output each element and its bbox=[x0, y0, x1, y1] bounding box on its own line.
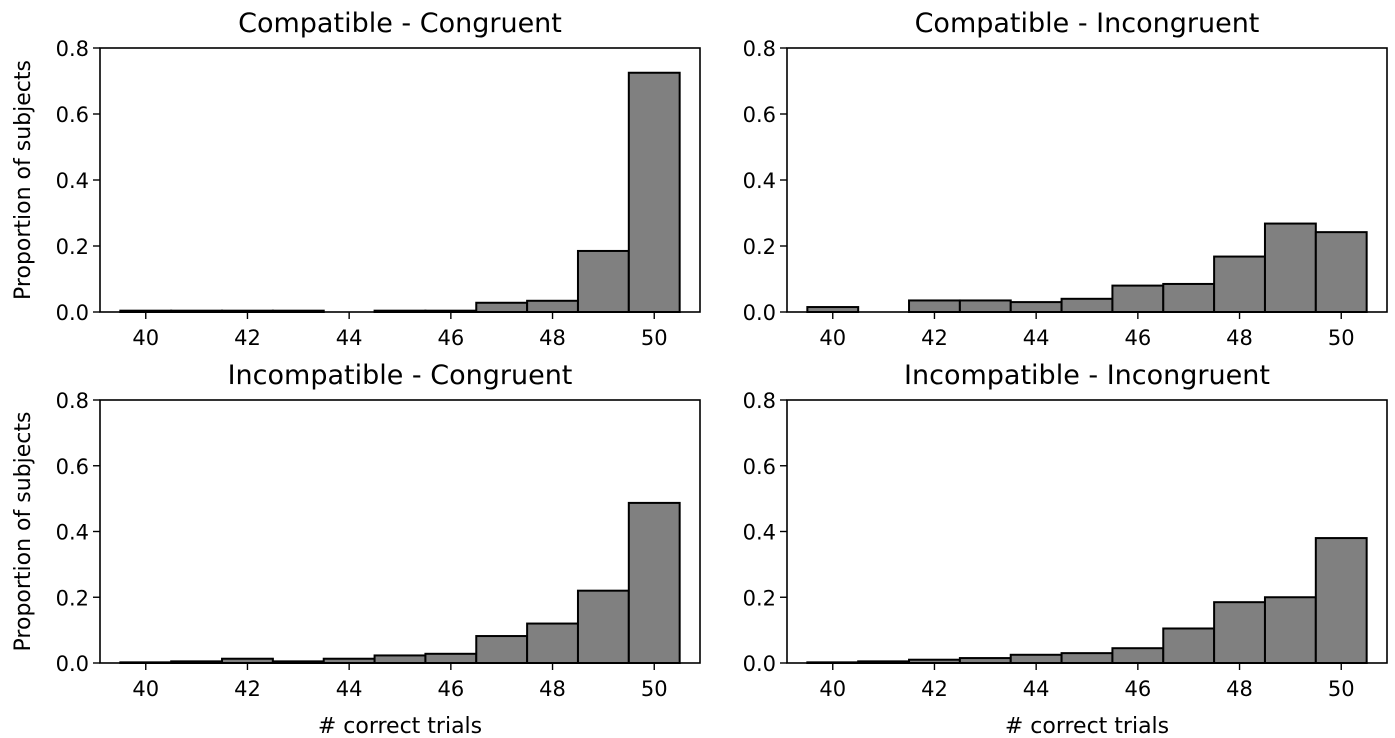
y-tick-label: 0.6 bbox=[56, 455, 89, 479]
bar bbox=[1162, 282, 1216, 314]
bar bbox=[576, 249, 630, 313]
y-tick-label: 0.2 bbox=[743, 235, 776, 259]
bar bbox=[1314, 231, 1368, 313]
y-tick-label: 0.4 bbox=[743, 169, 776, 193]
x-axis-label: # correct trials bbox=[1005, 714, 1169, 738]
panel-incompatible-incongruent: 40 42 44 46 48 50 0.0 0.2 0.4 0.6 0.8 Incompatible … bbox=[743, 360, 1388, 738]
bar bbox=[475, 635, 529, 664]
bar bbox=[1111, 284, 1165, 314]
x-tick-label: 50 bbox=[1328, 677, 1355, 701]
x-tick-label: 42 bbox=[234, 326, 261, 350]
x-tick-label: 46 bbox=[437, 326, 464, 350]
panel-incompatible-congruent: 40 42 44 46 48 50 0.0 0.2 0.4 0.6 0.8 Incompatible … bbox=[11, 360, 701, 738]
bar bbox=[1213, 601, 1266, 665]
y-tick-label: 0.6 bbox=[743, 455, 776, 479]
chart-title: Incompatible - Incongruent bbox=[904, 360, 1270, 391]
x-tick-label: 46 bbox=[437, 677, 464, 701]
bar bbox=[526, 299, 579, 313]
y-axis-label: Proportion of subjects bbox=[11, 60, 36, 300]
bar bbox=[424, 652, 478, 664]
y-tick-label: 0.8 bbox=[743, 389, 776, 413]
bar bbox=[1111, 647, 1165, 664]
chart-title: Incompatible - Congruent bbox=[228, 360, 573, 391]
y-tick-label: 0.6 bbox=[743, 103, 776, 127]
chart-title: Compatible - Congruent bbox=[238, 8, 562, 39]
y-tick-label: 0.8 bbox=[56, 37, 89, 61]
bar bbox=[1060, 652, 1114, 665]
bar bbox=[627, 71, 681, 313]
x-tick-label: 40 bbox=[819, 677, 846, 701]
bar bbox=[1162, 627, 1216, 665]
x-tick-label: 48 bbox=[539, 326, 566, 350]
chart-title: Compatible - Incongruent bbox=[915, 8, 1260, 39]
x-tick-label: 40 bbox=[132, 326, 159, 350]
x-tick-label: 44 bbox=[1023, 677, 1050, 701]
bar bbox=[576, 589, 630, 664]
x-tick-label: 48 bbox=[539, 677, 566, 701]
bar bbox=[1060, 297, 1114, 313]
x-tick-label: 44 bbox=[336, 677, 363, 701]
bar bbox=[1263, 596, 1317, 664]
bar bbox=[1009, 301, 1063, 314]
bar bbox=[1314, 537, 1368, 665]
y-tick-label: 0.0 bbox=[743, 652, 776, 676]
y-tick-label: 0.4 bbox=[743, 521, 776, 545]
x-tick-label: 50 bbox=[641, 677, 668, 701]
y-axis-label: Proportion of subjects bbox=[11, 412, 36, 652]
x-tick-label: 40 bbox=[132, 677, 159, 701]
x-tick-label: 46 bbox=[1124, 326, 1151, 350]
bar bbox=[627, 501, 681, 664]
y-tick-label: 0.0 bbox=[743, 301, 776, 325]
y-tick-label: 0.2 bbox=[56, 586, 89, 610]
bar bbox=[908, 299, 961, 314]
x-tick-label: 40 bbox=[819, 326, 846, 350]
y-tick-label: 0.8 bbox=[743, 37, 776, 61]
panel-compatible-incongruent: 40 42 44 46 48 50 0.0 0.2 0.4 0.6 0.8 Compatible - … bbox=[743, 8, 1388, 350]
bar bbox=[1263, 222, 1317, 313]
bar bbox=[475, 301, 529, 314]
x-axis-label: # correct trials bbox=[318, 714, 482, 738]
y-tick-label: 0.4 bbox=[56, 169, 89, 193]
x-tick-label: 44 bbox=[336, 326, 363, 350]
x-tick-label: 42 bbox=[234, 677, 261, 701]
y-tick-label: 0.4 bbox=[56, 521, 89, 545]
x-tick-label: 48 bbox=[1226, 677, 1253, 701]
x-tick-label: 50 bbox=[1328, 326, 1355, 350]
y-tick-label: 0.2 bbox=[56, 235, 89, 259]
x-tick-label: 42 bbox=[921, 677, 948, 701]
bar bbox=[1213, 255, 1266, 313]
bar bbox=[1009, 653, 1063, 664]
y-tick-label: 0.2 bbox=[743, 586, 776, 610]
x-tick-label: 42 bbox=[921, 326, 948, 350]
x-tick-label: 50 bbox=[641, 326, 668, 350]
x-tick-label: 44 bbox=[1023, 326, 1050, 350]
x-tick-label: 48 bbox=[1226, 326, 1253, 350]
panel-compatible-congruent: 40 42 44 46 48 50 0.0 0.2 0.4 0.6 0.8 Compatible - … bbox=[11, 8, 701, 350]
y-tick-label: 0.0 bbox=[56, 301, 89, 325]
y-tick-label: 0.8 bbox=[56, 389, 89, 413]
bar bbox=[526, 622, 579, 664]
y-tick-label: 0.0 bbox=[56, 652, 89, 676]
bar bbox=[373, 654, 427, 664]
y-tick-label: 0.6 bbox=[56, 103, 89, 127]
x-tick-label: 46 bbox=[1124, 677, 1151, 701]
bar bbox=[958, 299, 1012, 314]
